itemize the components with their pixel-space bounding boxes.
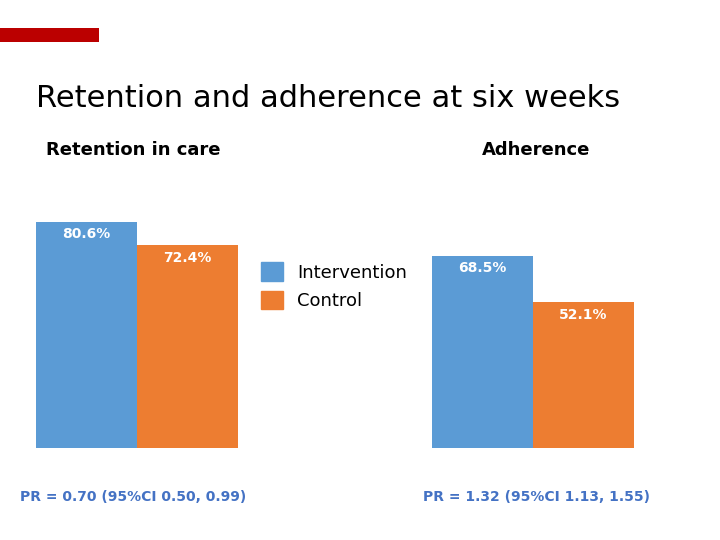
Bar <box>0 28 99 42</box>
Text: PR = 1.32 (95%CI 1.13, 1.55): PR = 1.32 (95%CI 1.13, 1.55) <box>423 490 650 504</box>
Text: Retention in care: Retention in care <box>46 141 220 159</box>
Text: Adherence: Adherence <box>482 141 590 159</box>
Text: 72.4%: 72.4% <box>163 251 212 265</box>
Text: Retention and adherence at six weeks: Retention and adherence at six weeks <box>36 84 620 113</box>
Bar <box>36 222 137 448</box>
Legend: Intervention, Control: Intervention, Control <box>261 262 407 310</box>
Bar <box>533 302 634 448</box>
Text: THE OHIO STATE UNIVERSITY: THE OHIO STATE UNIVERSITY <box>72 19 253 30</box>
Text: 68.5%: 68.5% <box>458 261 507 275</box>
Bar <box>0 22 108 49</box>
Bar <box>432 256 533 448</box>
Text: 80.6%: 80.6% <box>62 227 111 241</box>
Text: COLLEGE OF PUBLIC HEALTH: COLLEGE OF PUBLIC HEALTH <box>72 50 181 59</box>
Text: 52.1%: 52.1% <box>559 307 608 321</box>
Text: PR = 0.70 (95%CI 0.50, 0.99): PR = 0.70 (95%CI 0.50, 0.99) <box>20 490 246 504</box>
Bar <box>137 245 238 448</box>
